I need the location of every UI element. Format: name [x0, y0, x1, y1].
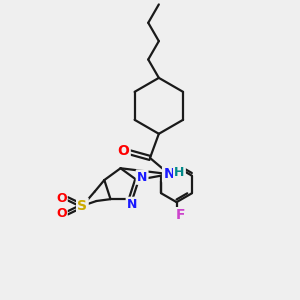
Text: N: N [163, 167, 175, 181]
Text: O: O [56, 192, 67, 205]
Text: H: H [174, 166, 184, 178]
Text: N: N [127, 198, 137, 211]
Text: O: O [118, 145, 129, 158]
Text: N: N [137, 171, 147, 184]
Text: S: S [77, 199, 87, 213]
Text: F: F [175, 208, 185, 222]
Text: O: O [56, 207, 67, 220]
